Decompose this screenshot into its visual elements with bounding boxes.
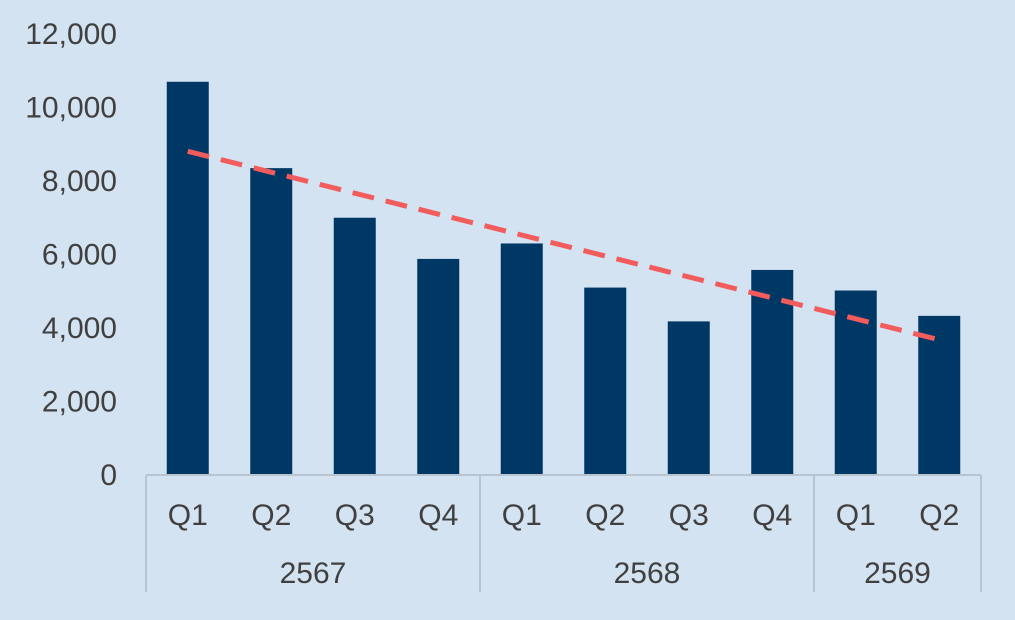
x-category-label: Q2 (919, 499, 959, 532)
x-category-label: Q2 (251, 499, 291, 532)
x-category-label: Q1 (168, 499, 208, 532)
y-tick-label: 6,000 (42, 239, 117, 272)
bars (166, 81, 961, 476)
x-group-label: 2568 (614, 557, 681, 590)
bar (584, 287, 627, 475)
bar (500, 243, 543, 475)
bar (417, 258, 460, 475)
y-tick-label: 4,000 (42, 312, 117, 345)
x-category-label: Q1 (836, 499, 876, 532)
bar (166, 81, 209, 476)
x-axis: Q1 Q2 Q3 Q4 Q1 Q2 Q3 Q4 Q1 Q2 2567 2568 2569 (145, 474, 982, 592)
y-tick-label: 8,000 (42, 165, 117, 198)
y-axis-tick-labels: 0 2,000 4,000 6,000 8,000 10,000 12,000 (25, 18, 117, 492)
x-category-label: Q3 (335, 499, 375, 532)
trendline (187, 148, 940, 343)
bar (918, 315, 961, 475)
y-tick-label: 2,000 (42, 386, 117, 419)
x-category-label: Q1 (502, 499, 542, 532)
x-category-label: Q2 (585, 499, 625, 532)
x-category-label: Q4 (418, 499, 458, 532)
y-tick-label: 12,000 (25, 18, 117, 51)
trendline-layer (187, 148, 940, 343)
bar (333, 217, 376, 475)
x-group-label: 2569 (864, 557, 931, 590)
y-tick-label: 10,000 (25, 92, 117, 125)
x-category-label: Q3 (669, 499, 709, 532)
y-tick-label: 0 (100, 459, 117, 492)
bar (250, 168, 293, 475)
x-category-label: Q4 (752, 499, 792, 532)
x-group-label: 2567 (280, 557, 347, 590)
bar (751, 269, 794, 475)
bar (667, 321, 710, 475)
